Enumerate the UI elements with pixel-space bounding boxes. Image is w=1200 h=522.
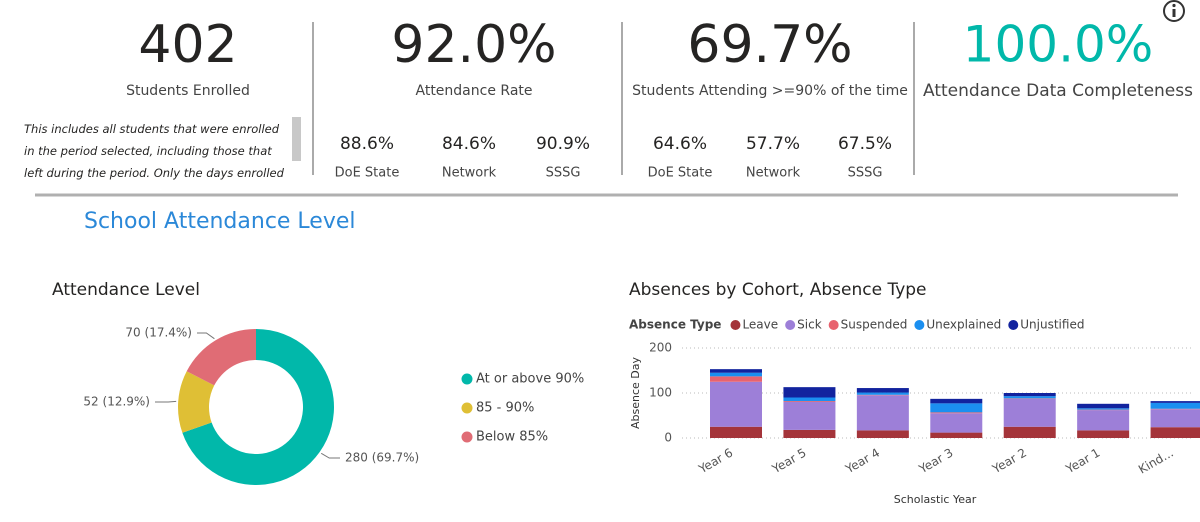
x-tick-label: Year 3	[916, 446, 956, 477]
bar-segment	[856, 430, 909, 438]
data-label: 52 (12.9%)	[83, 395, 150, 409]
x-tick-label: Year 4	[842, 446, 882, 477]
legend-marker	[461, 373, 473, 385]
legend-marker	[914, 320, 925, 330]
legend-label: At or above 90%	[476, 372, 584, 387]
bar-segment	[1077, 430, 1130, 438]
leader-line	[155, 400, 177, 403]
legend-marker	[461, 431, 473, 443]
info-icon[interactable]	[1163, 0, 1185, 22]
bar-segment	[1003, 398, 1056, 427]
comparison-value: 90.9%	[536, 134, 590, 154]
comparison-value: 88.6%	[340, 134, 394, 154]
legend-label: 85 - 90%	[476, 401, 534, 416]
bar-segment	[1150, 409, 1200, 428]
bar-segment	[1003, 426, 1056, 438]
legend-marker	[828, 320, 839, 330]
bar-segment	[930, 432, 983, 438]
kpi-value: 92.0%	[391, 15, 556, 75]
legend-label: Leave	[742, 318, 778, 332]
kpi-label: Students Attending >=90% of the time	[632, 83, 908, 99]
bar-segment	[930, 403, 983, 413]
bar-segment	[930, 398, 983, 404]
bar-segment	[710, 426, 762, 438]
x-tick-label: Kind...	[1136, 446, 1176, 477]
kpi-value: 402	[138, 15, 237, 75]
bar-segment	[930, 413, 983, 433]
bar-segment	[710, 376, 762, 382]
legend-marker	[1008, 320, 1019, 330]
comparison-label: Network	[442, 166, 497, 181]
legend-label: Unjustified	[1020, 318, 1084, 332]
bar-segment	[1077, 408, 1130, 410]
legend-title: Absence Type	[629, 318, 721, 332]
chart-title: Attendance Level	[52, 280, 200, 300]
legend-label: Below 85%	[476, 430, 548, 445]
bar-segment	[783, 397, 836, 402]
bar-segment	[856, 392, 909, 395]
kpi-value: 100.0%	[963, 16, 1154, 74]
comparison-value: 67.5%	[838, 134, 892, 154]
bar-segment	[783, 387, 836, 398]
x-tick-label: Year 1	[1063, 446, 1103, 477]
x-tick-label: Year 5	[769, 446, 809, 477]
leader-line	[320, 452, 340, 459]
x-tick-label: Year 2	[989, 446, 1029, 477]
kpi-label: Students Enrolled	[126, 83, 250, 99]
comparison-value: 84.6%	[442, 134, 496, 154]
donut-slice	[178, 371, 215, 433]
legend-label: Unexplained	[926, 318, 1001, 332]
bar-segment	[1150, 427, 1200, 438]
info-icon-stem	[1172, 9, 1176, 17]
y-tick-label: 0	[664, 431, 672, 445]
bar-segment	[1077, 403, 1130, 409]
bar-segment	[1150, 402, 1200, 409]
bar-segment	[783, 402, 836, 430]
note: This includes all students that were enr…	[24, 122, 284, 180]
bar-segment	[856, 388, 909, 393]
comparison-value: 64.6%	[653, 134, 707, 154]
x-tick-label: Year 6	[695, 446, 735, 477]
bar-segment	[783, 429, 836, 438]
y-axis-title: Absence Day	[629, 357, 642, 430]
info-icon-dot	[1172, 3, 1176, 8]
bar-segment	[710, 381, 762, 427]
comparison-label: SSSG	[848, 166, 883, 181]
bar-segment	[1077, 410, 1130, 431]
comparison-label: DoE State	[335, 166, 400, 181]
legend-label: Sick	[797, 318, 822, 332]
leader-line	[197, 332, 215, 340]
scrollbar[interactable]	[292, 117, 301, 161]
bar-segment	[1003, 393, 1056, 397]
data-label: 70 (17.4%)	[125, 326, 192, 340]
bar-segment	[710, 369, 762, 373]
x-axis-title: Scholastic Year	[894, 493, 977, 506]
bar-segment	[1003, 396, 1056, 399]
legend-marker	[461, 402, 473, 414]
section-title: School Attendance Level	[84, 209, 356, 234]
bar-segment	[783, 401, 836, 402]
kpi-value: 69.7%	[687, 15, 852, 75]
bar-segment	[856, 395, 909, 431]
data-label: 280 (69.7%)	[345, 451, 419, 465]
bar-segment	[710, 372, 762, 377]
chart-title: Absences by Cohort, Absence Type	[629, 280, 927, 300]
donut-slice	[186, 329, 256, 386]
bar-segment	[930, 412, 983, 414]
donut-slice	[182, 329, 334, 485]
legend-label: Suspended	[841, 318, 908, 332]
comparison-label: SSSG	[546, 166, 581, 181]
legend-marker	[785, 320, 796, 330]
y-tick-label: 100	[649, 386, 672, 400]
comparison-label: Network	[746, 166, 801, 181]
kpi-label: Attendance Data Completeness	[923, 81, 1193, 101]
bar-segment	[1150, 401, 1200, 403]
kpi-label: Attendance Rate	[416, 83, 533, 99]
comparison-label: DoE State	[648, 166, 713, 181]
comparison-value: 57.7%	[746, 134, 800, 154]
y-tick-label: 200	[649, 341, 672, 355]
legend-marker	[730, 320, 741, 330]
